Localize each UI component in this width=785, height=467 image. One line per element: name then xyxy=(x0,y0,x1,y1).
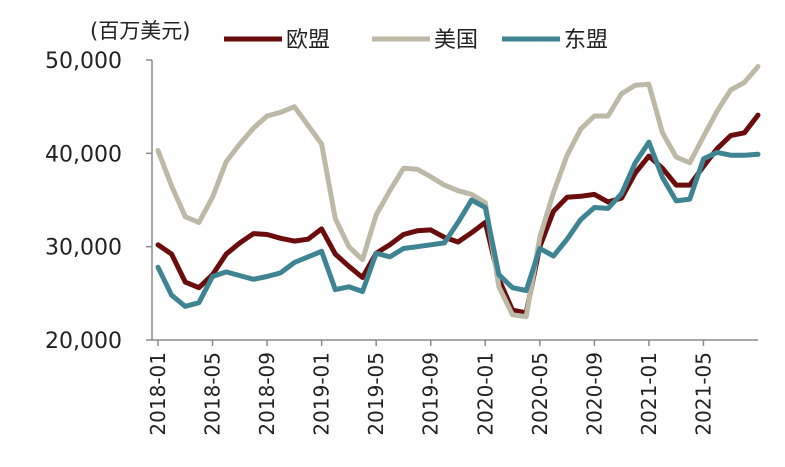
y-axis: 20,000 30,000 40,000 50,000 xyxy=(45,49,153,354)
unit-label: (百万美元) xyxy=(90,19,190,43)
y-tick-label: 40,000 xyxy=(45,142,122,167)
y-tick-label: 20,000 xyxy=(45,329,122,354)
y-tick-label: 30,000 xyxy=(45,236,122,261)
series-line-1 xyxy=(155,64,761,320)
x-tick-label: 2020-09 xyxy=(582,352,606,436)
y-tick-label: 50,000 xyxy=(45,49,122,74)
legend-label-2: 东盟 xyxy=(564,28,608,53)
x-tick-label: 2021-05 xyxy=(691,352,715,436)
legend: 欧盟 美国 东盟 xyxy=(224,28,608,53)
legend-label-0: 欧盟 xyxy=(286,28,330,53)
legend-label-1: 美国 xyxy=(434,28,478,53)
x-tick-label: 2019-05 xyxy=(364,352,388,436)
series-line-2 xyxy=(155,139,761,309)
x-tick-label: 2019-09 xyxy=(419,352,443,436)
x-tick-label: 2018-09 xyxy=(255,352,279,436)
x-tick-label: 2018-01 xyxy=(146,352,170,436)
x-tick-label: 2021-01 xyxy=(637,352,661,436)
x-axis: 2018-01 2018-05 2018-09 2019-01 2019-05 2019-… xyxy=(146,339,758,436)
x-tick-label: 2020-01 xyxy=(473,352,497,436)
series-group xyxy=(155,64,761,320)
x-tick-label: 2018-05 xyxy=(201,352,225,436)
x-tick-label: 2019-01 xyxy=(310,352,334,436)
x-tick-label: 2020-05 xyxy=(528,352,552,436)
